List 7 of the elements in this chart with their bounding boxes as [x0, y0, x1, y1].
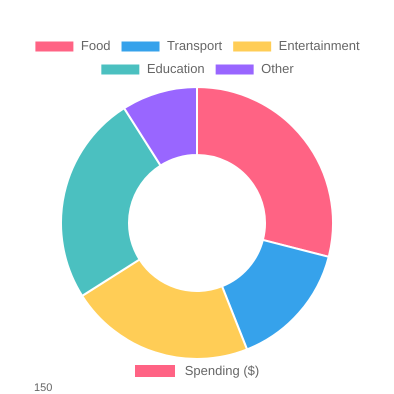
legend-label: Entertainment	[278, 38, 360, 54]
text: 150	[34, 382, 52, 394]
text: Spending ($)	[184, 363, 260, 378]
legend-label: Food	[80, 38, 111, 54]
legend-label: Transport	[167, 38, 223, 54]
legend-label: Other	[261, 61, 294, 76]
legend-label: Education	[146, 61, 205, 76]
